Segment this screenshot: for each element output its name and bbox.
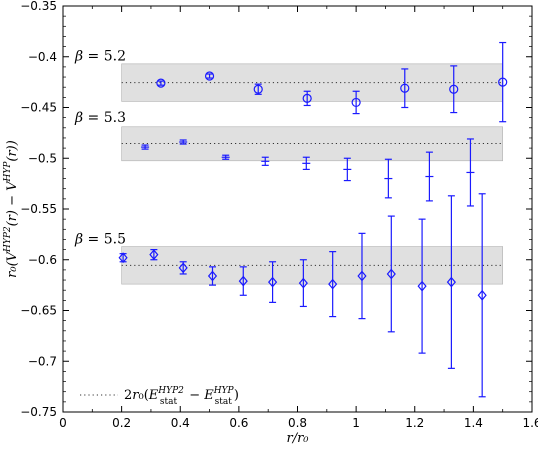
data-point — [446, 195, 456, 369]
diamond-marker — [149, 249, 159, 261]
diamond-marker — [417, 280, 427, 292]
x-tick-label: 1.2 — [405, 416, 424, 430]
y-tick-label: −0.7 — [28, 354, 57, 368]
data-point — [400, 68, 410, 109]
data-point — [118, 252, 128, 264]
y-tick-label: −0.5 — [28, 151, 57, 165]
data-point — [425, 151, 434, 202]
data-point — [149, 249, 159, 261]
bands-layer — [121, 63, 503, 285]
y-tick-label: −0.4 — [28, 50, 57, 64]
x-axis-title: r/r₀ — [286, 431, 309, 446]
y-tick-label: −0.75 — [20, 405, 57, 419]
y-tick-label: −0.65 — [20, 304, 57, 318]
legend: 2r₀(EHYP2 stat − EHYP stat) — [80, 386, 239, 407]
data-point — [343, 157, 352, 182]
data-point — [207, 266, 218, 286]
series-label-0: β = 5.2 — [74, 48, 126, 64]
y-tick-label: −0.6 — [28, 253, 57, 267]
data-point — [267, 261, 278, 303]
diamond-marker — [118, 252, 128, 264]
data-point — [384, 158, 393, 199]
diamond-marker — [298, 277, 308, 289]
series-label-2: β = 5.5 — [74, 232, 126, 248]
series-labels: β = 5.2 β = 5.3 β = 5.5 — [74, 48, 126, 247]
data-point — [357, 232, 367, 320]
series-label-1: β = 5.3 — [74, 110, 126, 126]
data-point — [221, 154, 230, 160]
circle-marker — [302, 93, 312, 103]
circle-marker — [351, 97, 361, 108]
y-axis-title: r₀(VHYP2(r) − VHYP(r)) — [3, 140, 20, 278]
data-point — [156, 78, 166, 88]
x-tick-label: 0.4 — [171, 416, 190, 430]
data-point — [178, 261, 188, 275]
data-point — [302, 156, 311, 171]
circle-marker — [449, 84, 459, 94]
data-point — [417, 218, 427, 354]
diamond-marker — [386, 268, 396, 280]
circle-marker — [400, 83, 410, 93]
x-tick-label: 0.2 — [112, 416, 131, 430]
axis-titles: r/r₀ r₀(VHYP2(r) − VHYP(r)) — [3, 140, 309, 446]
x-tick-label: 0.6 — [229, 416, 248, 430]
diamond-marker — [446, 276, 456, 288]
circle-marker — [204, 71, 215, 81]
legend-label: 2r₀(EHYP2 stat − EHYP stat) — [124, 386, 239, 407]
data-point — [298, 259, 308, 308]
x-tick-label: 1 — [352, 416, 360, 430]
data-point — [386, 215, 396, 333]
data-point — [449, 65, 459, 114]
data-point — [328, 251, 338, 318]
data-point — [477, 193, 487, 398]
data-points-layer — [118, 41, 508, 398]
data-point — [261, 156, 270, 166]
diamond-marker — [357, 270, 367, 282]
data-point — [498, 41, 508, 123]
x-tick-label: 0 — [59, 416, 67, 430]
x-tick-label: 1.6 — [522, 416, 538, 430]
circle-marker — [253, 84, 263, 94]
data-point — [253, 83, 263, 95]
data-point — [466, 138, 475, 207]
diamond-marker — [477, 289, 487, 301]
diamond-marker — [328, 278, 338, 290]
x-tick-label: 1.4 — [464, 416, 483, 430]
circle-marker — [498, 77, 508, 87]
y-tick-label: −0.45 — [20, 101, 57, 115]
x-tick-label: 0.8 — [288, 416, 307, 430]
data-point — [238, 266, 248, 296]
y-tick-label: −0.35 — [20, 0, 57, 13]
data-point — [351, 90, 361, 115]
data-point — [179, 139, 188, 145]
y-tick-label: −0.55 — [20, 202, 57, 216]
diamond-marker — [207, 270, 218, 282]
diamond-marker — [238, 275, 248, 287]
circle-marker — [156, 78, 166, 88]
data-point — [141, 144, 150, 150]
data-point — [302, 90, 312, 107]
axis-ticks: 0 0.2 0.4 0.6 0.8 1 1.2 1.4 1.6 −0.35 −0.4 −0.45 −0.… — [20, 0, 538, 430]
diamond-marker — [178, 262, 188, 274]
diamond-marker — [267, 276, 278, 288]
data-point — [204, 71, 215, 81]
